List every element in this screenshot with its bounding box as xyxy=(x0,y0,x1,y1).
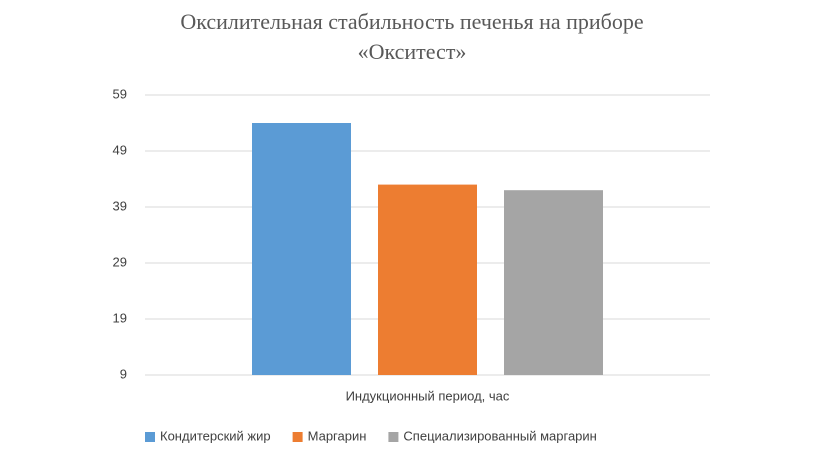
y-tick-label: 29 xyxy=(113,254,127,269)
bar xyxy=(252,123,351,375)
legend-label: Кондитерский жир xyxy=(160,428,271,443)
legend-swatch xyxy=(388,432,399,442)
y-tick-label: 9 xyxy=(120,366,127,381)
bar xyxy=(504,190,603,375)
y-tick-label: 19 xyxy=(113,310,127,325)
legend-swatch xyxy=(292,432,303,442)
legend-swatch xyxy=(145,432,155,442)
y-tick-label: 49 xyxy=(113,142,127,157)
legend-label: Специализированный маргарин xyxy=(403,428,596,443)
chart-title: «Окситест» xyxy=(358,39,467,64)
bar xyxy=(378,184,477,375)
chart-title: Оксилительная стабильность печенья на пр… xyxy=(180,9,643,34)
y-tick-label: 39 xyxy=(113,198,127,213)
x-tick-label: Индукционный период, час xyxy=(346,388,510,403)
legend-label: Маргарин xyxy=(308,428,367,443)
y-tick-label: 59 xyxy=(113,86,127,101)
